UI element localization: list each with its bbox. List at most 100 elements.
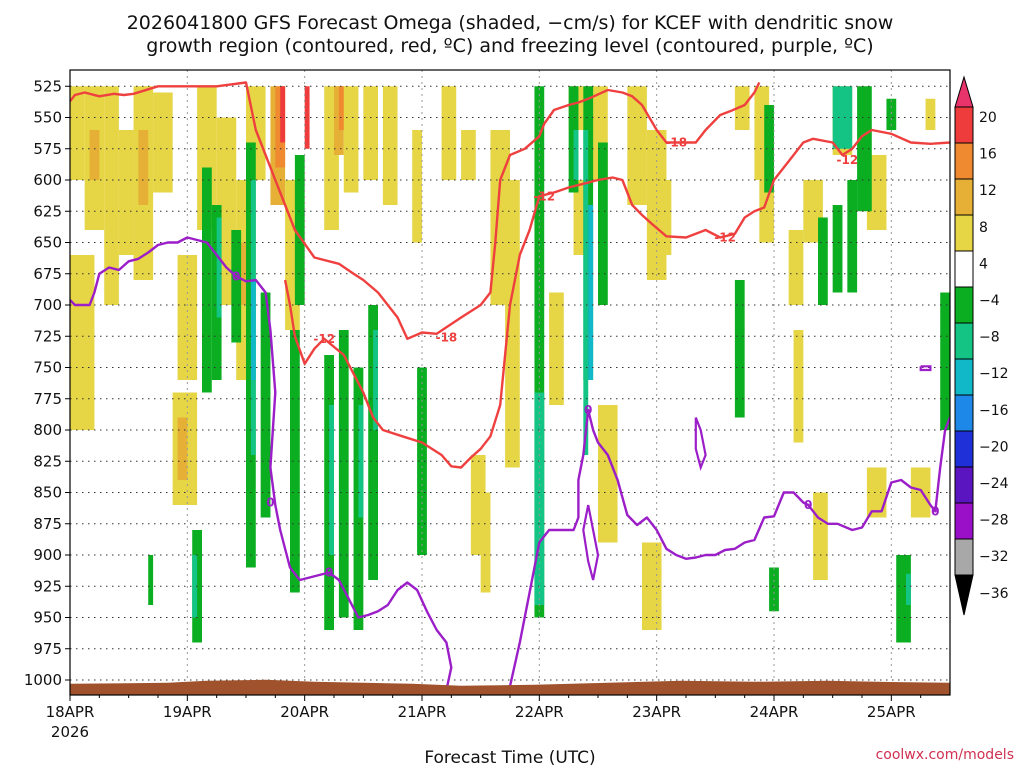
omega-cell-93 (906, 573, 911, 605)
y-tick-label-600: 600 (33, 171, 62, 189)
omega-cell-88 (832, 205, 843, 293)
omega-cell-35 (549, 292, 564, 405)
y-tick-label-850: 850 (33, 484, 62, 502)
omega-cell-47 (793, 330, 804, 443)
omega-cell-79 (573, 130, 579, 180)
dgz-contour-1-label-3: -12 (836, 153, 858, 167)
x-axis-label: Forecast Time (UTC) (424, 748, 595, 768)
y-tick-label-875: 875 (33, 515, 62, 533)
omega-cell-84 (734, 280, 745, 418)
omega-cell-29 (441, 86, 457, 180)
omega-cell-7 (138, 130, 149, 205)
x-tick-label-24APR: 24APR (750, 703, 799, 721)
colorbar-box-4 (954, 214, 974, 252)
freezing-level-loop-0 (582, 504, 600, 581)
omega-cell-1 (70, 255, 95, 430)
omega-cell-96 (148, 555, 154, 605)
y-axis-ticks: 525 550 575 600 625 650 675 700 725 750 775 800 825 8… (24, 77, 70, 689)
colorbar-bottom-arrow (954, 574, 974, 616)
y-tick-label-750: 750 (33, 359, 62, 377)
omega-cell-59 (211, 205, 222, 380)
dgz-contour-0 (70, 81, 761, 340)
dgz-contour-0-label-0: -18 (665, 136, 687, 150)
colorbar-box-1 (954, 106, 974, 144)
omega-cell-77 (534, 392, 545, 605)
omega-cell-72 (358, 405, 364, 518)
omega-cell-65 (260, 292, 271, 518)
omega-cell-85 (764, 105, 774, 193)
colorbar-box-6 (954, 286, 974, 324)
omega-cell-57 (192, 555, 198, 618)
colorbar-label-5: −4 (979, 293, 1000, 309)
terrain-layer (70, 679, 950, 695)
omega-cell-43 (656, 180, 672, 255)
omega-cell-40 (627, 86, 647, 205)
colorbar-box-10 (954, 430, 974, 468)
omega-cell-95 (940, 292, 950, 430)
x-tick-label-22APR: 22APR (515, 703, 564, 721)
omega-cell-83 (598, 142, 608, 305)
colorbar-box-8 (954, 358, 974, 396)
grid-lines (70, 70, 950, 695)
omega-cell-61 (231, 230, 242, 343)
omega-cell-8 (153, 92, 173, 193)
freezing-level-contour-0-label-0: 0 (232, 269, 240, 283)
y-tick-label-925: 925 (33, 577, 62, 595)
omega-cell-34 (505, 180, 520, 468)
omega-cell-55 (910, 467, 931, 518)
dgz-contour-1-label-1: -12 (533, 189, 555, 203)
colorbar-label-10: −24 (979, 476, 1009, 492)
omega-cell-89 (832, 86, 853, 149)
omega-cell-52 (866, 155, 887, 230)
y-tick-label-800: 800 (33, 421, 62, 439)
omega-shading (70, 86, 950, 643)
omega-cell-82 (588, 205, 594, 380)
omega-cell-60 (216, 217, 222, 318)
omega-cell-67 (294, 155, 305, 305)
colorbar-box-11 (954, 466, 974, 504)
omega-cell-42 (642, 542, 662, 630)
contour-layer: -18 -18 -12 -12 -12 -12 0 0 0 0 0 0 (70, 81, 950, 692)
colorbar-box-3 (954, 178, 974, 216)
omega-cell-58 (202, 167, 212, 393)
colorbar-label-9: −20 (979, 439, 1009, 455)
omega-cell-66 (290, 330, 300, 593)
omega-cell-69 (329, 405, 334, 555)
chart-title-line-1: 2026041800 GFS Forecast Omega (shaded, −… (127, 12, 894, 34)
y-tick-label-550: 550 (33, 109, 62, 127)
omega-cell-87 (818, 217, 828, 305)
colorbar-box-13 (954, 538, 974, 576)
omega-cell-32 (480, 492, 491, 593)
omega-cell-48 (788, 230, 804, 305)
omega-cell-27 (382, 86, 398, 205)
colorbar-label-6: −8 (979, 330, 1000, 346)
y-tick-label-650: 650 (33, 234, 62, 252)
omega-cell-73 (368, 305, 378, 580)
y-tick-label-675: 675 (33, 265, 62, 283)
x-year-label: 2026 (51, 723, 89, 741)
colorbar-label-3: 8 (979, 220, 988, 236)
omega-cell-71 (353, 367, 364, 630)
colorbar-label-1: 16 (979, 147, 997, 163)
omega-cell-26 (363, 86, 378, 180)
y-tick-label-775: 775 (33, 390, 62, 408)
omega-cell-74 (373, 330, 378, 430)
omega-cell-54 (925, 98, 936, 130)
colorbar-box-9 (954, 394, 974, 432)
omega-cell-0 (70, 86, 85, 180)
omega-cell-76 (534, 86, 545, 618)
omega-cell-30 (461, 130, 476, 180)
omega-cell-81 (583, 130, 589, 455)
dgz-contour-0-label-1: -18 (436, 331, 458, 345)
colorbar-label-13: −36 (979, 586, 1009, 602)
y-tick-label-950: 950 (33, 609, 62, 627)
omega-cell-28 (412, 130, 422, 243)
y-tick-label-625: 625 (33, 202, 62, 220)
colorbar-label-2: 12 (979, 183, 997, 199)
omega-cell-53 (866, 467, 887, 518)
omega-cell-44 (734, 86, 750, 130)
x-tick-label-21APR: 21APR (398, 703, 447, 721)
colorbar-label-12: −32 (979, 549, 1009, 565)
y-tick-label-825: 825 (33, 452, 62, 470)
